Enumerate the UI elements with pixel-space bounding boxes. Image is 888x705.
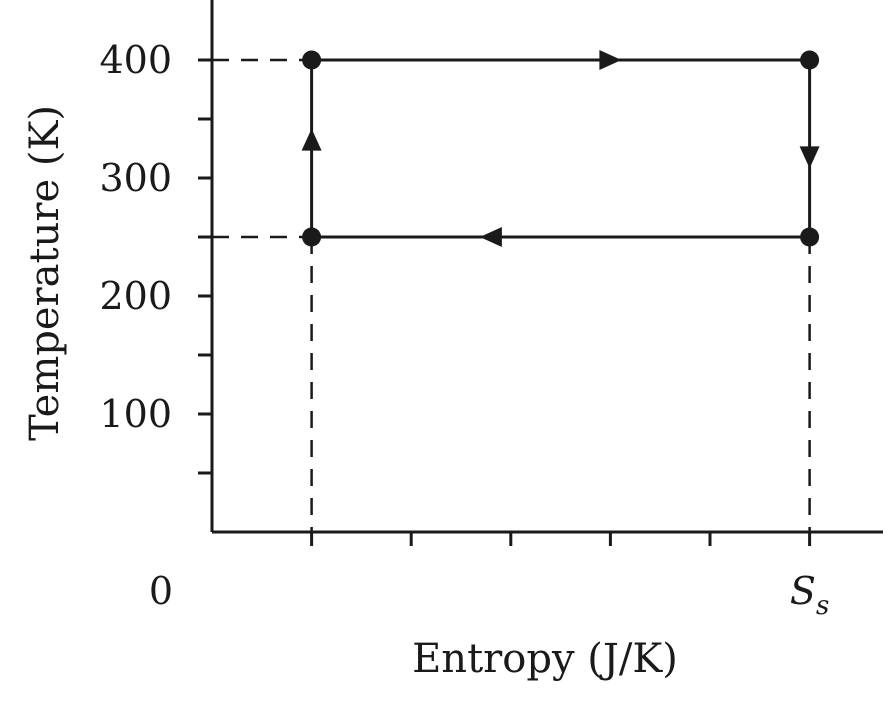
y-tick-label-400: 400 <box>99 38 172 82</box>
y-axis-title: Temperature (K) <box>22 105 68 441</box>
cycle-vertex-3 <box>800 50 820 70</box>
x-tick-label-ss: Ss <box>790 569 829 621</box>
cycle-arrow-4 <box>479 227 502 247</box>
x-tick-label-0: 0 <box>149 569 173 613</box>
y-tick-label-100: 100 <box>99 392 172 436</box>
y-tick-label-300: 300 <box>99 156 172 200</box>
x-axis-title: Entropy (J/K) <box>412 636 678 682</box>
cycle-arrow-2 <box>599 50 622 70</box>
cycle-path <box>301 50 820 247</box>
y-tick-label-200: 200 <box>99 274 172 318</box>
axes <box>198 0 883 546</box>
cycle-vertex-4 <box>800 227 820 247</box>
cycle-vertex-1 <box>302 227 322 247</box>
tick-labels: 100 200 300 400 0 Ss <box>99 38 829 621</box>
cycle-arrow-1 <box>301 128 322 151</box>
cycle-arrow-3 <box>799 146 820 169</box>
guide-lines <box>212 58 811 532</box>
cycle-vertex-2 <box>302 50 322 70</box>
